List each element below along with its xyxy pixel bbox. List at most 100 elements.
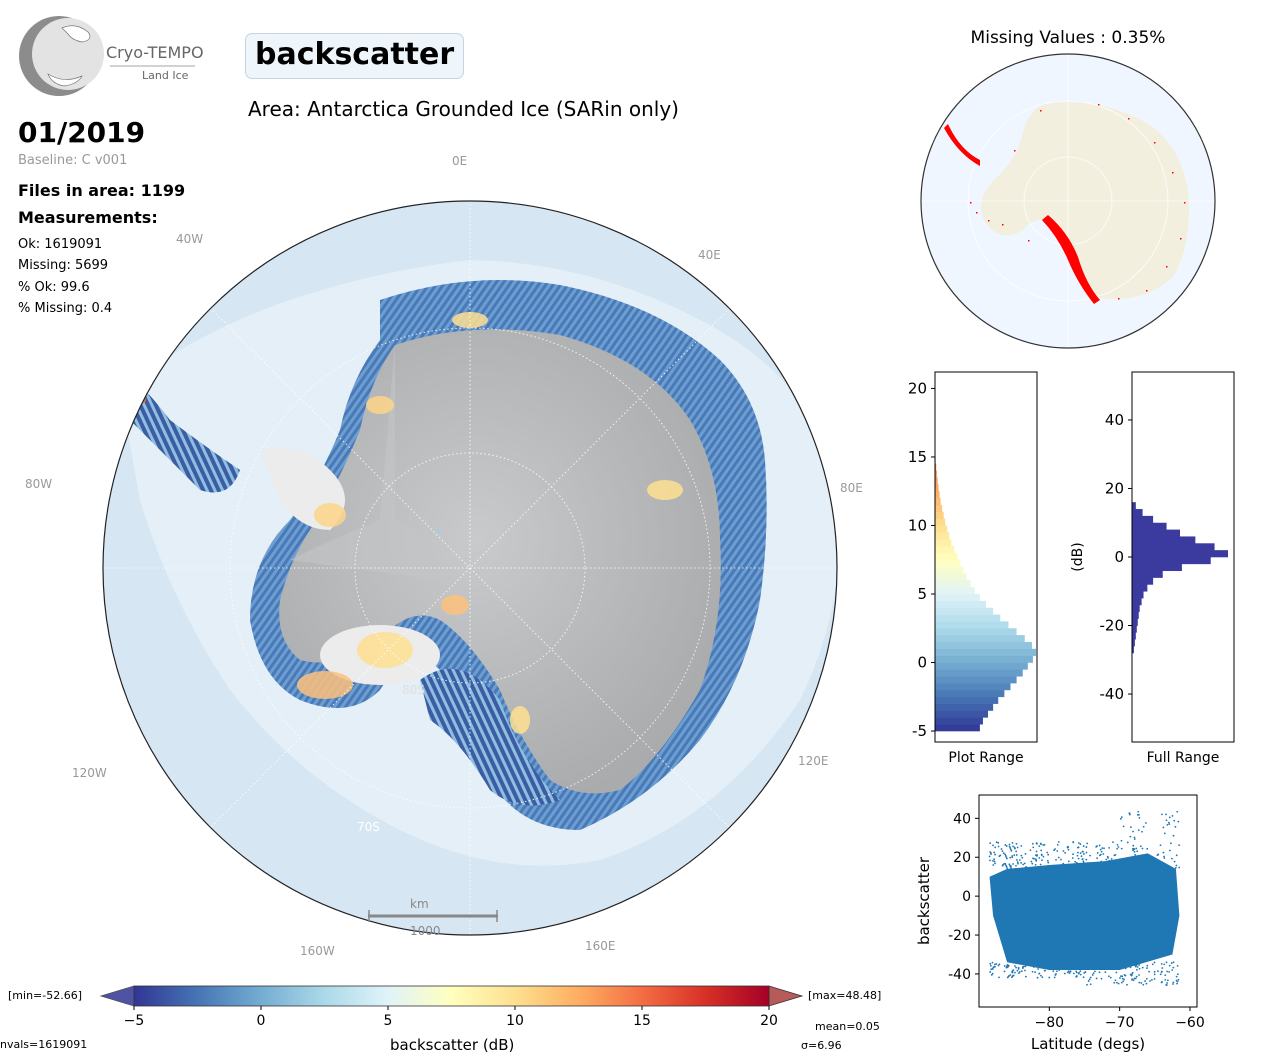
y-tick-label: 5 — [917, 585, 927, 603]
scatter-point — [1077, 851, 1079, 854]
scatter-point — [1074, 860, 1077, 863]
scatter-point — [1004, 844, 1007, 846]
main-map: 0E 40E 80E 120E 160E 160W 120W 80W 40W 8… — [25, 154, 863, 958]
scatter-point — [1079, 843, 1082, 845]
svg-text:70S: 70S — [357, 820, 380, 834]
scatter-point — [1138, 967, 1141, 970]
histogram-bar — [935, 518, 946, 526]
scatter-point — [1023, 862, 1026, 865]
colorbar: [min=-52.66] [max=48.48] mean=0.05 σ=6.9… — [0, 985, 881, 1054]
scatter-point — [1044, 867, 1047, 870]
plot-range-histogram: -5 0 5 10 15 20 Plot Range — [908, 371, 1038, 766]
scatter-point — [1140, 861, 1143, 863]
scatter-point — [1161, 967, 1164, 969]
scatter-point — [1133, 850, 1136, 853]
histogram-bar — [935, 587, 975, 595]
scatter-point — [1110, 963, 1113, 966]
scatter-point — [1129, 835, 1132, 838]
scatter-point — [1172, 834, 1175, 837]
y-tick-label: 40 — [1105, 411, 1124, 429]
scatter-point — [990, 968, 993, 971]
scatter-point — [1013, 854, 1016, 857]
scatter-point — [1020, 845, 1023, 847]
scatter-point — [1079, 973, 1082, 976]
scatter-point — [1115, 981, 1118, 984]
scatter-point — [1129, 966, 1132, 969]
scatter-point — [1089, 983, 1092, 986]
scatter-point — [1174, 866, 1177, 869]
scatter-point — [1077, 966, 1080, 969]
scatter-point — [1072, 853, 1074, 856]
scatter-point — [992, 844, 994, 847]
scatter-point — [997, 845, 1000, 848]
histogram-bar — [1132, 502, 1136, 510]
scatter-point — [1150, 978, 1153, 981]
scatter-point — [1090, 862, 1092, 865]
scatter-point — [1081, 967, 1084, 970]
colorbar-tick-label: 0 — [257, 1013, 266, 1029]
scatter-point — [1155, 864, 1158, 866]
scatter-point — [1075, 976, 1078, 978]
full-range-histogram: -40 -20 0 20 40 (dB) Full Range — [1070, 371, 1235, 766]
scatter-point — [1096, 857, 1099, 860]
scatter-point — [1046, 859, 1049, 862]
scatter-point — [1174, 825, 1177, 828]
scatter-point — [992, 864, 995, 866]
scatter-point — [1100, 977, 1103, 980]
scatter-point — [1005, 864, 1007, 867]
scatter-point — [1015, 850, 1018, 853]
scatter-point — [1063, 962, 1066, 965]
scatter-point — [1047, 962, 1050, 965]
scatter-point — [997, 841, 1000, 844]
scatter-point — [1068, 972, 1071, 975]
scatter-point — [1120, 839, 1123, 842]
scatter-point — [1061, 965, 1064, 968]
latitude-scatter-plot: -40 -20 0 20 40 −80 −70 −60 backscatter Latitude … — [915, 794, 1205, 1053]
histogram-bar — [935, 703, 994, 711]
scatter-point — [1076, 854, 1079, 857]
scatter-point — [1153, 961, 1156, 964]
scatter-point — [1017, 972, 1020, 975]
scatter-point — [1123, 978, 1125, 981]
scatter-point — [1055, 972, 1057, 975]
scatter-point — [992, 859, 994, 862]
histogram-bar — [1132, 646, 1134, 654]
scatter-point — [1146, 847, 1149, 850]
histogram-bar — [1132, 591, 1144, 599]
scatter-point — [1005, 856, 1008, 859]
histogram-bar — [935, 717, 983, 725]
scatter-point — [1160, 970, 1163, 973]
scatter-point — [1089, 961, 1092, 964]
scatter-point — [1104, 865, 1107, 868]
scatter-point — [1168, 823, 1171, 826]
scatter-point — [1165, 961, 1168, 964]
histogram-bar — [1132, 625, 1137, 633]
svg-text:40W: 40W — [176, 232, 203, 246]
scatter-point — [1126, 983, 1128, 986]
scatter-point — [1162, 826, 1165, 829]
scatter-point — [1138, 974, 1140, 976]
scatter-point — [1071, 857, 1074, 859]
logo-title: Cryo-TEMPO — [106, 43, 204, 62]
scatter-point — [1175, 979, 1178, 982]
scatter-point — [1005, 845, 1008, 847]
scatter-point — [1016, 861, 1019, 863]
scatter-point — [1034, 963, 1037, 966]
scatter-point — [1012, 863, 1014, 865]
scatter-point — [1009, 866, 1012, 869]
scatter-point — [1040, 843, 1042, 846]
scatter-point — [1177, 820, 1180, 823]
svg-text:160W: 160W — [300, 944, 335, 958]
scatter-point — [1043, 843, 1046, 846]
scatter-point — [1129, 826, 1132, 829]
axes-frame — [978, 794, 1198, 1008]
scatter-point — [1168, 821, 1170, 824]
scatter-point — [1035, 859, 1038, 862]
histogram-bar — [935, 484, 939, 492]
scatter-point — [1082, 860, 1085, 863]
colorbar-min-label: [min=-52.66] — [8, 989, 82, 1002]
scatter-point — [1170, 962, 1173, 964]
scatter-point — [1175, 975, 1178, 978]
scatter-point — [1175, 854, 1178, 857]
scatter-point — [993, 860, 996, 863]
